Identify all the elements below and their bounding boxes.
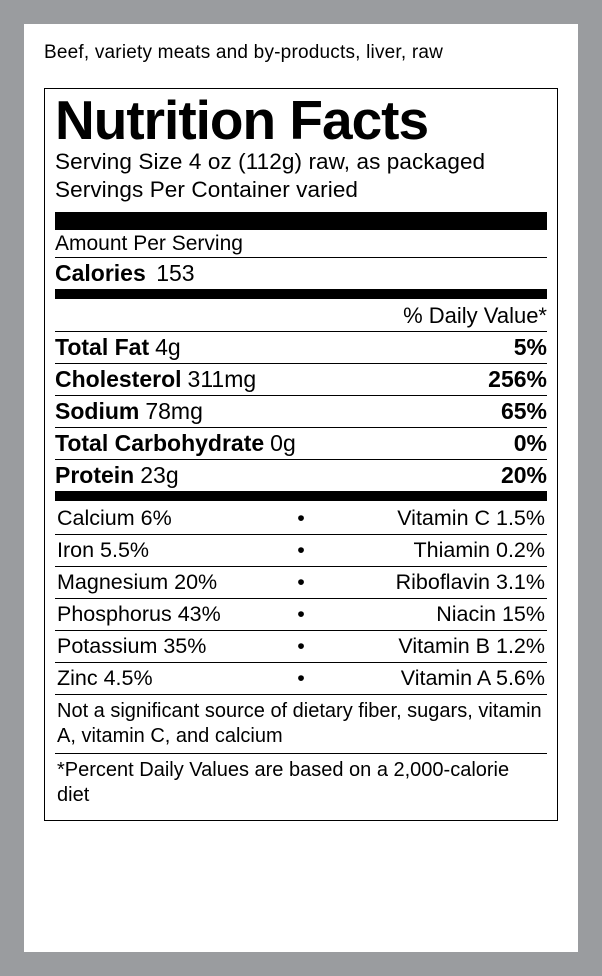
nutrient-name: Protein23g (55, 462, 179, 489)
vitamin-row: Magnesium 20%•Riboflavin 3.1% (55, 566, 547, 598)
nutrition-facts-panel: Nutrition Facts Serving Size 4 oz (112g)… (44, 88, 558, 821)
product-title: Beef, variety meats and by-products, liv… (44, 42, 558, 64)
nutrient-amount: 311mg (188, 366, 257, 392)
vitamin-row: Potassium 35%•Vitamin B 1.2% (55, 630, 547, 662)
nutrient-amount: 78mg (145, 398, 203, 424)
nutrient-label: Total Carbohydrate (55, 430, 264, 456)
vitamin-right: Thiamin 0.2% (315, 538, 545, 563)
nutrient-row: Protein23g 20% (55, 459, 547, 491)
vitamin-row: Zinc 4.5%•Vitamin A 5.6% (55, 662, 547, 694)
nutrient-row: Total Carbohydrate0g 0% (55, 427, 547, 459)
vitamin-left: Zinc 4.5% (57, 666, 287, 691)
nutrient-row: Sodium78mg 65% (55, 395, 547, 427)
nutrient-percent: 20% (501, 462, 547, 489)
vitamin-row: Iron 5.5%•Thiamin 0.2% (55, 534, 547, 566)
nutrient-percent: 65% (501, 398, 547, 425)
vitamin-right: Vitamin C 1.5% (315, 506, 545, 531)
separator-bar-thick (55, 212, 547, 230)
footnote-not-significant: Not a significant source of dietary fibe… (55, 694, 547, 753)
bullet-icon: • (287, 538, 315, 563)
vitamin-right: Riboflavin 3.1% (315, 570, 545, 595)
nutrient-row: Cholesterol311mg 256% (55, 363, 547, 395)
nutrient-percent: 5% (514, 334, 547, 361)
nutrient-label: Cholesterol (55, 366, 182, 392)
nutrient-rows: Total Fat4g5%Cholesterol311mg256%Sodium7… (55, 331, 547, 491)
vitamin-left: Phosphorus 43% (57, 602, 287, 627)
bullet-icon: • (287, 506, 315, 531)
vitamin-left: Magnesium 20% (57, 570, 287, 595)
separator-bar-mid (55, 289, 547, 299)
amount-per-serving: Amount Per Serving (55, 230, 547, 257)
nutrient-label: Total Fat (55, 334, 149, 360)
vitamin-rows: Calcium 6%•Vitamin C 1.5%Iron 5.5%•Thiam… (55, 503, 547, 694)
nutrient-label: Protein (55, 462, 134, 488)
daily-value-header: % Daily Value* (55, 299, 547, 331)
vitamin-left: Calcium 6% (57, 506, 287, 531)
calories-value: 153 (156, 260, 194, 286)
nutrient-name: Sodium78mg (55, 398, 203, 425)
calories-label: Calories (55, 260, 146, 286)
vitamin-row: Calcium 6%•Vitamin C 1.5% (55, 503, 547, 534)
nutrient-percent: 256% (488, 366, 547, 393)
calories-row: Calories 153 (55, 257, 547, 289)
vitamin-left: Iron 5.5% (57, 538, 287, 563)
nutrient-amount: 0g (270, 430, 296, 456)
vitamin-row: Phosphorus 43%•Niacin 15% (55, 598, 547, 630)
serving-size: Serving Size 4 oz (112g) raw, as package… (55, 148, 547, 176)
nutrient-name: Cholesterol311mg (55, 366, 256, 393)
nutrition-facts-title: Nutrition Facts (55, 93, 547, 148)
nutrient-name: Total Carbohydrate0g (55, 430, 296, 457)
bullet-icon: • (287, 666, 315, 691)
page: Beef, variety meats and by-products, liv… (24, 24, 578, 952)
nutrient-amount: 4g (155, 334, 181, 360)
nutrient-amount: 23g (140, 462, 178, 488)
footnote-dv-basis: *Percent Daily Values are based on a 2,0… (55, 753, 547, 812)
nutrient-name: Total Fat4g (55, 334, 181, 361)
servings-per-container: Servings Per Container varied (55, 176, 547, 204)
bullet-icon: • (287, 634, 315, 659)
nutrient-label: Sodium (55, 398, 139, 424)
vitamin-right: Niacin 15% (315, 602, 545, 627)
vitamin-right: Vitamin A 5.6% (315, 666, 545, 691)
nutrient-percent: 0% (514, 430, 547, 457)
nutrient-row: Total Fat4g 5% (55, 331, 547, 363)
separator-bar-mid (55, 491, 547, 501)
bullet-icon: • (287, 602, 315, 627)
vitamin-left: Potassium 35% (57, 634, 287, 659)
vitamin-right: Vitamin B 1.2% (315, 634, 545, 659)
bullet-icon: • (287, 570, 315, 595)
